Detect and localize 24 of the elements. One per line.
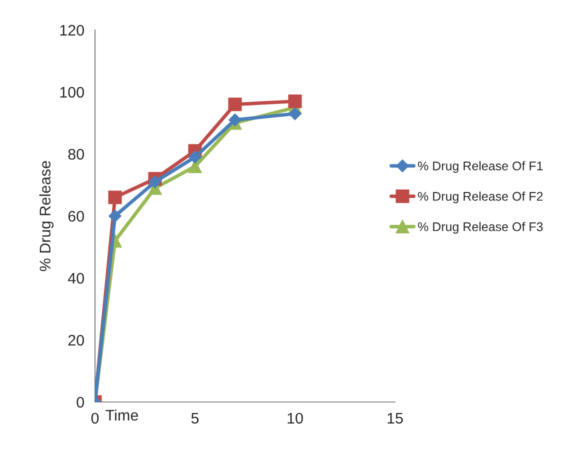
point [108,190,122,204]
y-tick-label: 60 [68,210,84,222]
point [288,107,302,120]
x-tick-label: 10 [288,412,303,424]
legend-label: % Drug Release Of F1 [418,161,543,173]
point [148,175,162,188]
point [288,94,302,108]
y-tick-label: 120 [60,24,84,36]
x-tick-label: 15 [388,412,403,424]
y-tick-label: 0 [76,396,84,408]
y-axis-title: % Drug Release [39,161,54,272]
point [228,113,242,126]
y-tick-label: 100 [60,86,84,98]
point [228,98,242,112]
point [108,210,122,222]
x-axis-title: Time [106,409,138,421]
y-tick-label: 80 [68,148,84,160]
legend-label: % Drug Release Of F3 [418,222,543,234]
legend-label: % Drug Release Of F2 [418,192,543,204]
y-tick-label: 20 [68,334,84,346]
point [188,150,202,164]
x-tick-label: 0 [91,412,99,424]
x-tick-label: 5 [191,412,199,424]
y-tick-label: 40 [68,272,84,284]
